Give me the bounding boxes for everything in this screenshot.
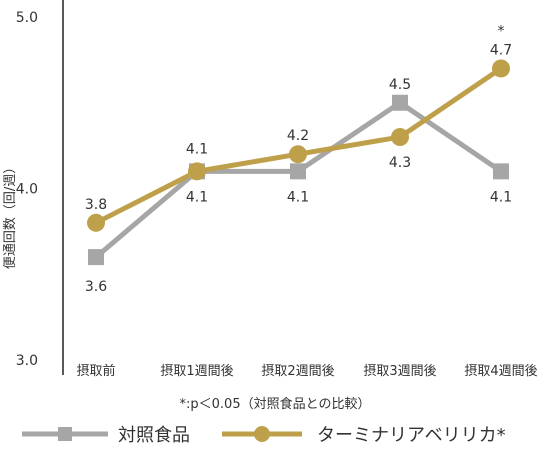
x-tick-label: 摂取1週間後 [160, 363, 233, 379]
square-marker [493, 163, 509, 180]
circle-marker [391, 128, 409, 147]
square-marker [392, 94, 408, 111]
x-tick-labels: 摂取前 摂取1週間後 摂取2週間後 摂取3週間後 摂取4週間後 [76, 363, 537, 379]
data-labels: 3.6 4.1 4.1 4.5 4.1 3.8 4.1 4.2 4.3 4.7 [85, 42, 512, 295]
legend-label: 対照食品 [118, 425, 190, 446]
markers [87, 59, 510, 266]
legend: 対照食品 ターミナリアベリリカ* [22, 425, 506, 446]
y-axis-label: 便通回数（回/週） [3, 161, 18, 269]
data-label: 4.7 [490, 42, 512, 58]
x-tick-label: 摂取前 [76, 363, 115, 379]
data-label: 4.5 [389, 77, 411, 93]
x-tick-label: 摂取3週間後 [363, 363, 436, 379]
significance-mark: * [498, 23, 505, 39]
data-label: 4.1 [287, 189, 309, 205]
data-label: 3.6 [85, 279, 107, 295]
circle-marker [289, 145, 307, 164]
data-label: 4.3 [389, 155, 411, 171]
y-tick-label: 5.0 [16, 10, 38, 26]
circle-marker [188, 162, 206, 181]
data-label: 4.1 [186, 141, 208, 157]
legend-circle-marker [254, 426, 270, 442]
circle-marker [492, 59, 510, 78]
x-tick-label: 摂取2週間後 [261, 363, 334, 379]
y-tick-label: 3.0 [16, 353, 38, 369]
square-marker [290, 163, 306, 180]
legend-square-marker [58, 427, 72, 441]
footnote: *:p＜0.05（対照食品との比較） [180, 396, 371, 412]
circle-marker [87, 213, 105, 232]
y-ticks: 3.0 4.0 5.0 [16, 10, 38, 369]
square-marker [88, 249, 104, 266]
x-tick-label: 摂取4週間後 [464, 363, 537, 379]
data-label: 4.1 [186, 189, 208, 205]
legend-label: ターミナリアベリリカ* [317, 425, 506, 446]
data-label: 4.2 [287, 128, 309, 144]
y-tick-label: 4.0 [16, 182, 38, 198]
data-label: 4.1 [490, 189, 512, 205]
data-label: 3.8 [85, 197, 107, 213]
annotations: * [498, 23, 505, 39]
series-line-1 [94, 100, 503, 260]
